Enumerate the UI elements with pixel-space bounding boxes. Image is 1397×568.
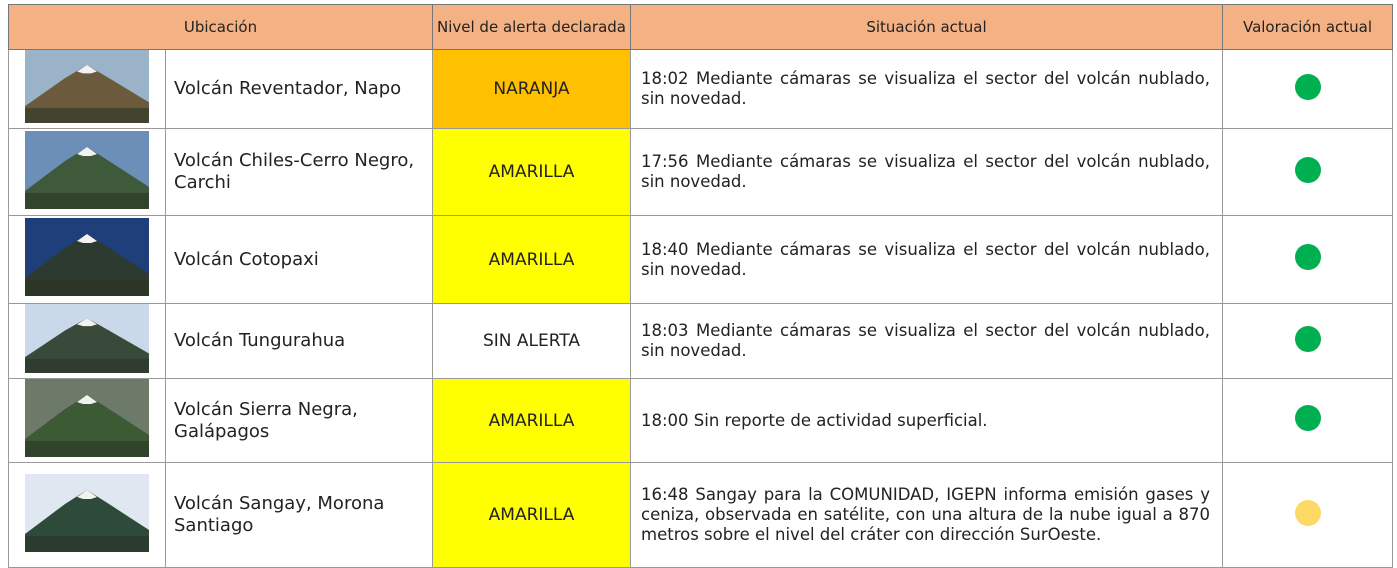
status-dot — [1294, 405, 1321, 431]
volcano-table: Ubicación Nivel de alerta declarada Situ… — [8, 4, 1393, 568]
table-row: Volcán Cotopaxi AMARILLA 18:40 Mediante cá… — [8, 215, 1393, 304]
situation-cell: 17:56 Mediante cámaras se visualiza el s… — [630, 128, 1223, 216]
situation-cell: 18:02 Mediante cámaras se visualiza el s… — [630, 49, 1223, 129]
situation-cell: 16:48 Sangay para la COMUNIDAD, IGEPN in… — [630, 462, 1223, 568]
status-dot — [1294, 156, 1321, 183]
photo-cell — [8, 462, 166, 568]
table-row: Volcán Reventador, Napo NARANJA 18:02 Medi… — [8, 49, 1393, 129]
table-body: Volcán Reventador, Napo NARANJA 18:02 Medi… — [8, 49, 1393, 568]
volcano-photo — [25, 379, 149, 457]
photo-cell — [8, 128, 166, 216]
volcano-photo — [25, 50, 149, 123]
volcano-photo — [25, 218, 149, 296]
assessment-cell — [1222, 462, 1393, 568]
alert-cell: AMARILLA — [432, 215, 631, 304]
status-indicator — [1294, 499, 1321, 526]
alert-cell: AMARILLA — [432, 128, 631, 216]
status-dot — [1294, 244, 1321, 270]
volcano-photo — [25, 130, 149, 209]
header-cell: Ubicación — [8, 4, 433, 50]
alert-cell: NARANJA — [432, 49, 631, 129]
status-indicator — [1294, 156, 1321, 183]
table-row: Volcán Chiles-Cerro Negro, Carchi AMARILL… — [8, 128, 1393, 216]
photo-cell — [8, 303, 166, 379]
table-row: Volcán Sierra Negra, Galápagos AMARILLA 18… — [8, 378, 1393, 463]
status-indicator — [1294, 405, 1321, 431]
status-dot — [1294, 499, 1321, 526]
header-row: Ubicación Nivel de alerta declarada Situ… — [8, 4, 1393, 50]
status-indicator — [1294, 325, 1321, 352]
assessment-cell — [1222, 215, 1393, 304]
alert-cell: AMARILLA — [432, 462, 631, 568]
location-cell: Volcán Tungurahua — [165, 303, 433, 379]
status-indicator — [1294, 244, 1321, 270]
situation-cell: 18:03 Mediante cámaras se visualiza el s… — [630, 303, 1223, 379]
status-indicator — [1294, 73, 1321, 100]
location-cell: Volcán Sangay, Morona Santiago — [165, 462, 433, 568]
location-cell: Volcán Chiles-Cerro Negro, Carchi — [165, 128, 433, 216]
status-dot — [1294, 73, 1321, 100]
header-cell: Situación actual — [630, 4, 1223, 50]
assessment-cell — [1222, 378, 1393, 463]
photo-cell — [8, 215, 166, 304]
location-cell: Volcán Sierra Negra, Galápagos — [165, 378, 433, 463]
status-dot — [1294, 325, 1321, 352]
alert-cell: SIN ALERTA — [432, 303, 631, 379]
assessment-cell — [1222, 303, 1393, 379]
header-cell: Valoración actual — [1222, 4, 1393, 50]
situation-cell: 18:00 Sin reporte de actividad superfici… — [630, 378, 1223, 463]
header-cell: Nivel de alerta declarada — [432, 4, 631, 50]
volcano-photo — [25, 304, 149, 373]
photo-cell — [8, 378, 166, 463]
table-row: Volcán Sangay, Morona Santiago AMARILLA 16… — [8, 462, 1393, 568]
assessment-cell — [1222, 49, 1393, 129]
volcano-photo — [25, 473, 149, 552]
alert-cell: AMARILLA — [432, 378, 631, 463]
situation-cell: 18:40 Mediante cámaras se visualiza el s… — [630, 215, 1223, 304]
assessment-cell — [1222, 128, 1393, 216]
location-cell: Volcán Reventador, Napo — [165, 49, 433, 129]
table-row: Volcán Tungurahua SIN ALERTA 18:03 Mediant… — [8, 303, 1393, 379]
location-cell: Volcán Cotopaxi — [165, 215, 433, 304]
photo-cell — [8, 49, 166, 129]
